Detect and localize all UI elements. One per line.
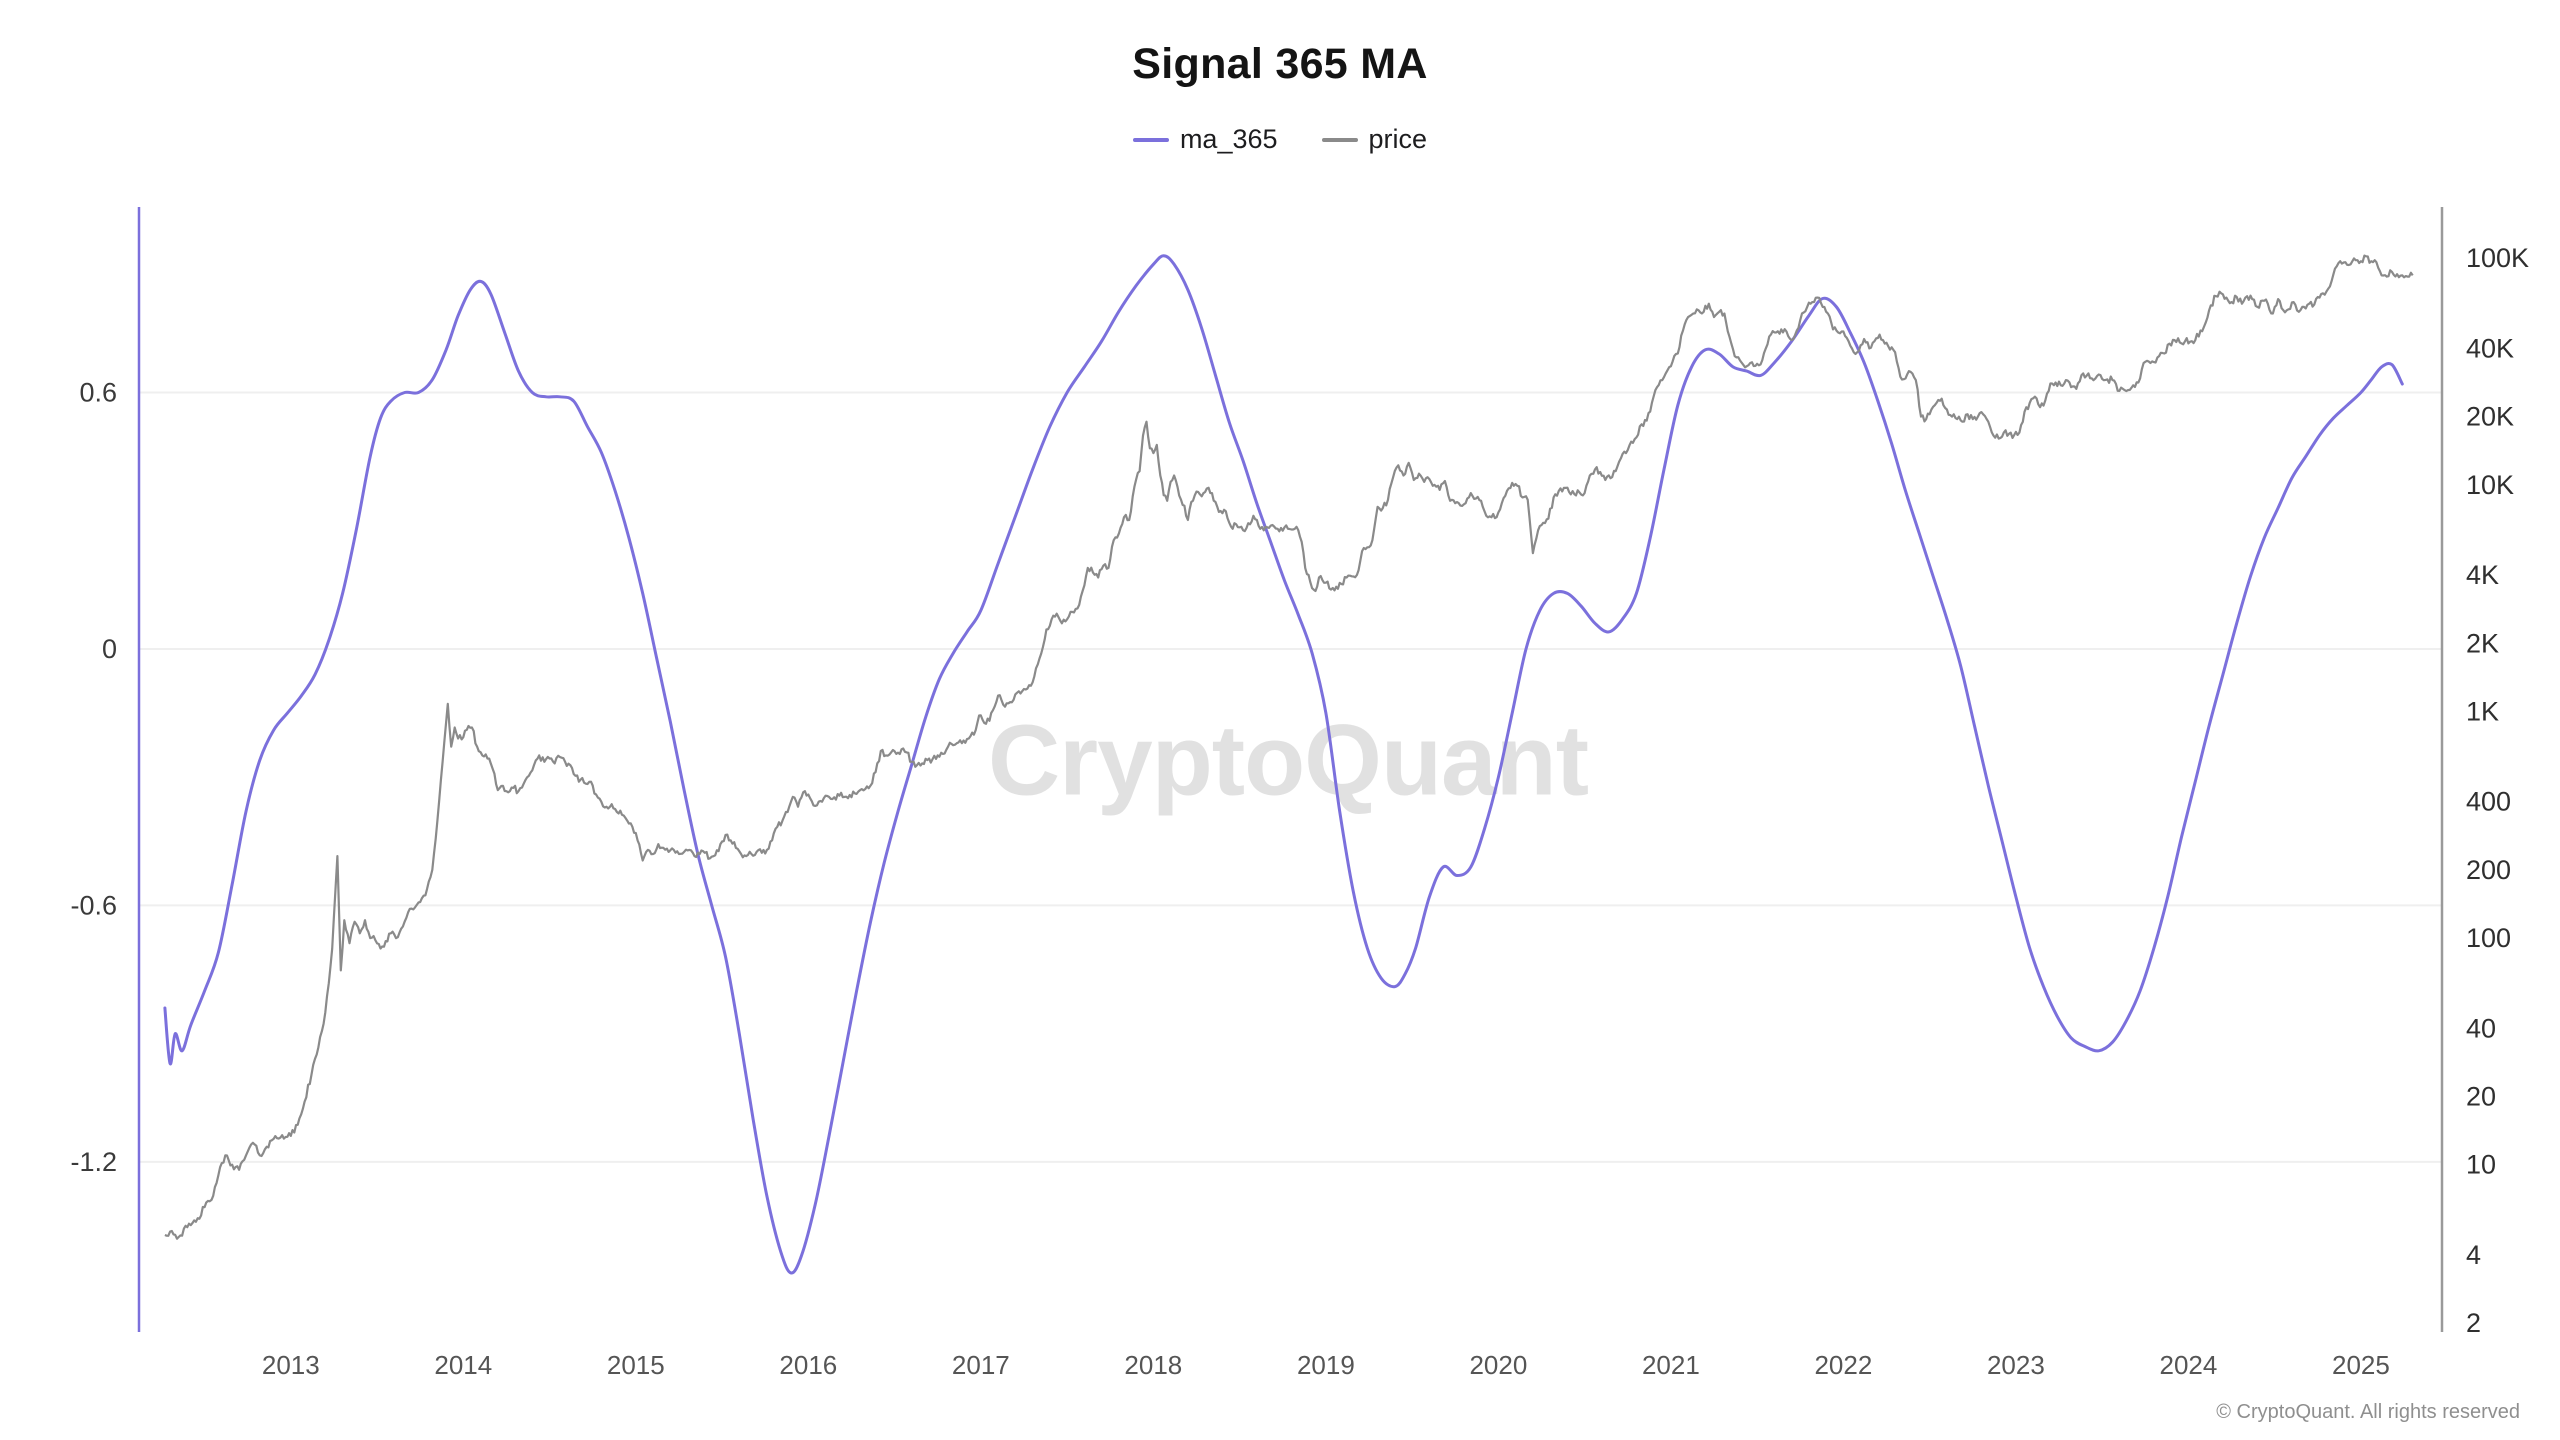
right-axis-tick-label: 400 xyxy=(2466,787,2511,817)
right-axis-tick-label: 100K xyxy=(2466,243,2529,273)
right-axis-tick-label: 10K xyxy=(2466,470,2514,500)
right-axis-tick-label: 10 xyxy=(2466,1150,2496,1180)
right-axis-tick-label: 100 xyxy=(2466,923,2511,953)
x-axis-tick-label: 2021 xyxy=(1642,1350,1700,1380)
left-axis-tick-label: -1.2 xyxy=(70,1147,117,1177)
legend: ma_365 price xyxy=(0,124,2560,155)
left-axis-tick-label: -0.6 xyxy=(70,890,117,920)
x-axis-tick-label: 2014 xyxy=(434,1350,492,1380)
x-axis-tick-label: 2024 xyxy=(2159,1350,2217,1380)
legend-label-ma365: ma_365 xyxy=(1179,124,1278,154)
page-title: Signal 365 MA xyxy=(1132,40,1428,88)
legend-label-price: price xyxy=(1368,124,1428,154)
right-axis-tick-label: 20 xyxy=(2466,1082,2496,1112)
series-ma_365 xyxy=(163,254,2404,1275)
right-axis-tick-label: 200 xyxy=(2466,855,2511,885)
series-price xyxy=(164,254,2414,1240)
right-axis-tick-label: 1K xyxy=(2466,696,2499,726)
legend-item-ma365[interactable]: ma_365 xyxy=(1132,124,1278,155)
x-axis-tick-label: 2013 xyxy=(262,1350,320,1380)
right-axis-tick-label: 2 xyxy=(2466,1308,2481,1338)
right-axis-tick-label: 40K xyxy=(2466,333,2514,363)
legend-item-price[interactable]: price xyxy=(1321,124,1428,155)
ma365-line-swatch xyxy=(1132,137,1169,142)
right-axis-tick-label: 40 xyxy=(2466,1013,2496,1043)
x-axis-tick-label: 2022 xyxy=(1814,1350,1872,1380)
x-axis-tick-label: 2016 xyxy=(779,1350,837,1380)
x-axis-tick-label: 2020 xyxy=(1469,1350,1527,1380)
right-axis-tick-label: 4K xyxy=(2466,560,2499,590)
right-axis-tick-label: 20K xyxy=(2466,402,2514,432)
right-axis-tick-label: 4 xyxy=(2466,1240,2481,1270)
right-axis-tick-label: 2K xyxy=(2466,628,2499,658)
left-axis-tick-label: 0 xyxy=(102,634,117,664)
price-line-swatch xyxy=(1321,137,1358,142)
watermark: CryptoQuant xyxy=(987,704,1589,817)
x-axis-tick-label: 2017 xyxy=(952,1350,1010,1380)
left-axis-tick-label: 0.6 xyxy=(79,378,117,408)
x-axis-tick-label: 2019 xyxy=(1297,1350,1355,1380)
copyright-notice: © CryptoQuant. All rights reserved xyxy=(2216,1401,2520,1423)
x-axis-tick-label: 2023 xyxy=(1987,1350,2045,1380)
x-axis-tick-label: 2025 xyxy=(2332,1350,2390,1380)
x-axis-tick-label: 2018 xyxy=(1124,1350,1182,1380)
x-axis-tick-label: 2015 xyxy=(607,1350,665,1380)
